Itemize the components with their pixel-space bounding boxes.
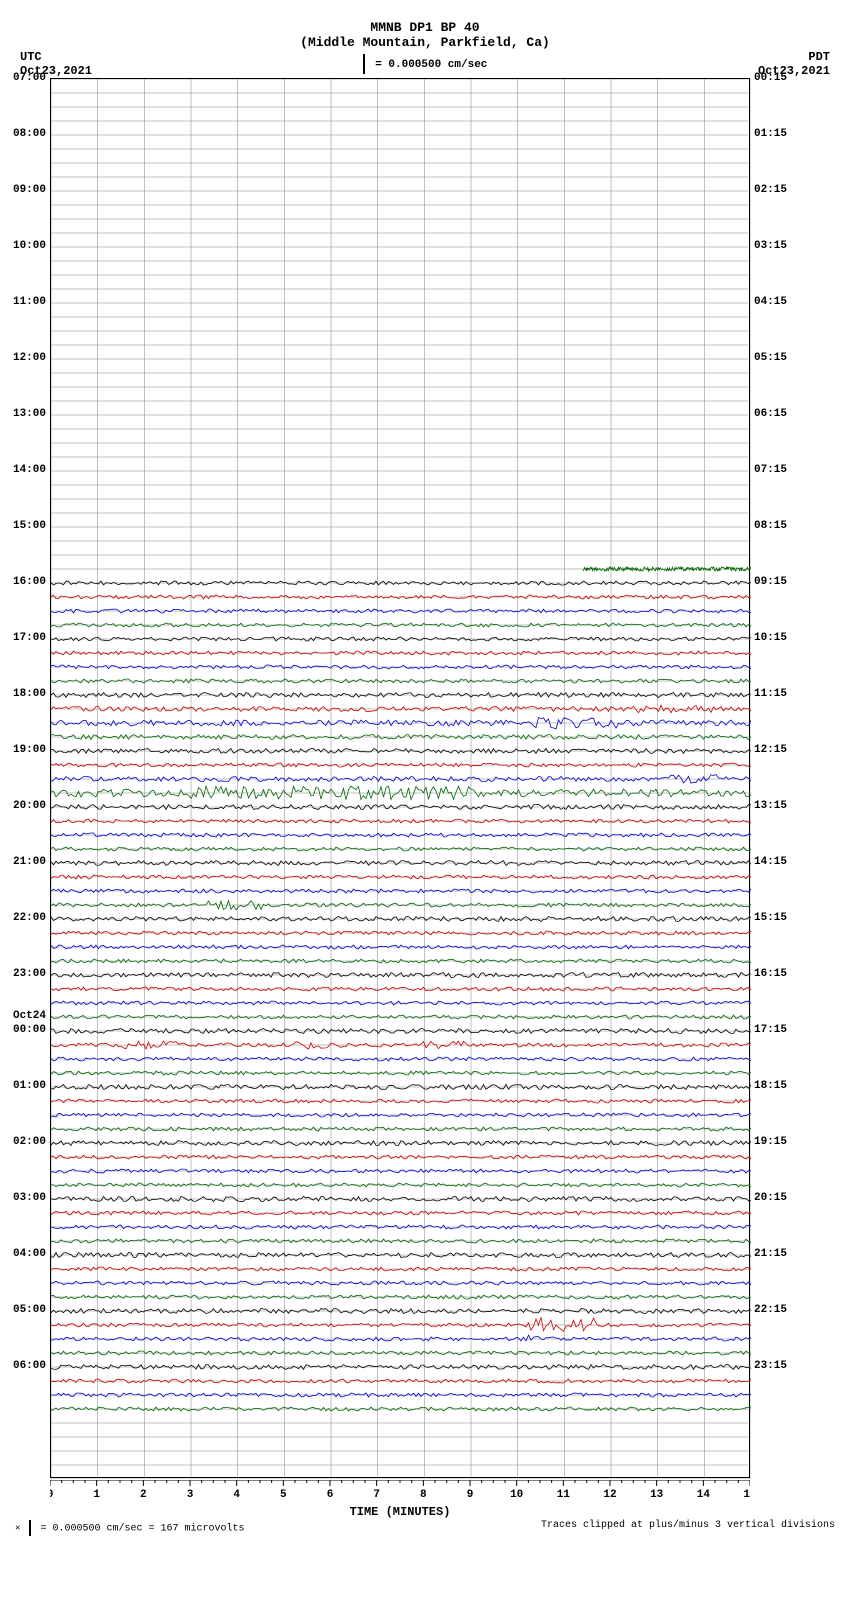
svg-text:7: 7 — [373, 1489, 380, 1500]
utc-time-label: 18:00 — [13, 688, 46, 700]
utc-time-label: 17:00 — [13, 632, 46, 644]
pdt-time-label: 22:15 — [754, 1304, 787, 1316]
svg-text:2: 2 — [140, 1489, 147, 1500]
pdt-time-label: 10:15 — [754, 632, 787, 644]
footer-scale: × = 0.000500 cm/sec = 167 microvolts — [15, 1520, 244, 1536]
utc-time-label: 19:00 — [13, 744, 46, 756]
pdt-time-label: 00:15 — [754, 72, 787, 84]
utc-time-label: 13:00 — [13, 408, 46, 420]
utc-time-label: 22:00 — [13, 912, 46, 924]
pdt-time-label: 06:15 — [754, 408, 787, 420]
svg-text:1: 1 — [93, 1489, 100, 1500]
svg-text:0: 0 — [50, 1489, 53, 1500]
svg-text:10: 10 — [510, 1489, 523, 1500]
pdt-time-label: 19:15 — [754, 1136, 787, 1148]
pdt-time-label: 15:15 — [754, 912, 787, 924]
footer-clip-note: Traces clipped at plus/minus 3 vertical … — [541, 1520, 835, 1536]
svg-text:12: 12 — [603, 1489, 616, 1500]
x-axis: 0123456789101112131415 TIME (MINUTES) — [50, 1480, 750, 1510]
pdt-time-label: 11:15 — [754, 688, 787, 700]
pdt-time-label: 03:15 — [754, 240, 787, 252]
svg-text:4: 4 — [233, 1489, 240, 1500]
utc-time-label: 03:00 — [13, 1192, 46, 1204]
svg-text:5: 5 — [280, 1489, 287, 1500]
pdt-time-label: 07:15 — [754, 464, 787, 476]
helicorder-plot — [50, 78, 750, 1478]
utc-time-label: 10:00 — [13, 240, 46, 252]
utc-time-label: 21:00 — [13, 856, 46, 868]
pdt-time-label: 14:15 — [754, 856, 787, 868]
pdt-time-label: 21:15 — [754, 1248, 787, 1260]
location-title: (Middle Mountain, Parkfield, Ca) — [0, 35, 850, 50]
utc-time-label: 12:00 — [13, 352, 46, 364]
pdt-time-label: 13:15 — [754, 800, 787, 812]
utc-time-label: 08:00 — [13, 128, 46, 140]
pdt-time-label: 16:15 — [754, 968, 787, 980]
svg-text:3: 3 — [187, 1489, 194, 1500]
pdt-time-label: 18:15 — [754, 1080, 787, 1092]
svg-text:9: 9 — [467, 1489, 474, 1500]
pdt-time-label: 23:15 — [754, 1360, 787, 1372]
utc-time-label: 02:00 — [13, 1136, 46, 1148]
utc-time-label: 20:00 — [13, 800, 46, 812]
tz-left-label: UTC — [20, 50, 92, 64]
utc-time-label: 07:00 — [13, 72, 46, 84]
tz-right-label: PDT — [758, 50, 830, 64]
pdt-time-label: 20:15 — [754, 1192, 787, 1204]
utc-time-label: 23:00 — [13, 968, 46, 980]
pdt-time-label: 04:15 — [754, 296, 787, 308]
utc-time-label: 14:00 — [13, 464, 46, 476]
pdt-time-label: 08:15 — [754, 520, 787, 532]
utc-time-label: 05:00 — [13, 1304, 46, 1316]
utc-time-label: 09:00 — [13, 184, 46, 196]
pdt-time-label: 02:15 — [754, 184, 787, 196]
utc-time-label: 06:00 — [13, 1360, 46, 1372]
station-title: MMNB DP1 BP 40 — [0, 20, 850, 35]
scale-indicator: = 0.000500 cm/sec — [363, 54, 488, 74]
pdt-time-label: 09:15 — [754, 576, 787, 588]
utc-time-label: 16:00 — [13, 576, 46, 588]
utc-time-label: 11:00 — [13, 296, 46, 308]
svg-text:6: 6 — [327, 1489, 334, 1500]
utc-time-label: 04:00 — [13, 1248, 46, 1260]
svg-text:15: 15 — [743, 1489, 750, 1500]
x-axis-label: TIME (MINUTES) — [50, 1505, 750, 1519]
pdt-time-label: 17:15 — [754, 1024, 787, 1036]
svg-text:11: 11 — [557, 1489, 571, 1500]
svg-text:14: 14 — [697, 1489, 711, 1500]
pdt-time-label: 05:15 — [754, 352, 787, 364]
utc-time-label: 00:00 — [13, 1024, 46, 1036]
utc-time-label: 01:00 — [13, 1080, 46, 1092]
pdt-time-label: 01:15 — [754, 128, 787, 140]
svg-text:8: 8 — [420, 1489, 427, 1500]
svg-text:13: 13 — [650, 1489, 664, 1500]
pdt-time-label: 12:15 — [754, 744, 787, 756]
utc-time-label: Oct24 — [13, 1010, 46, 1022]
utc-time-label: 15:00 — [13, 520, 46, 532]
